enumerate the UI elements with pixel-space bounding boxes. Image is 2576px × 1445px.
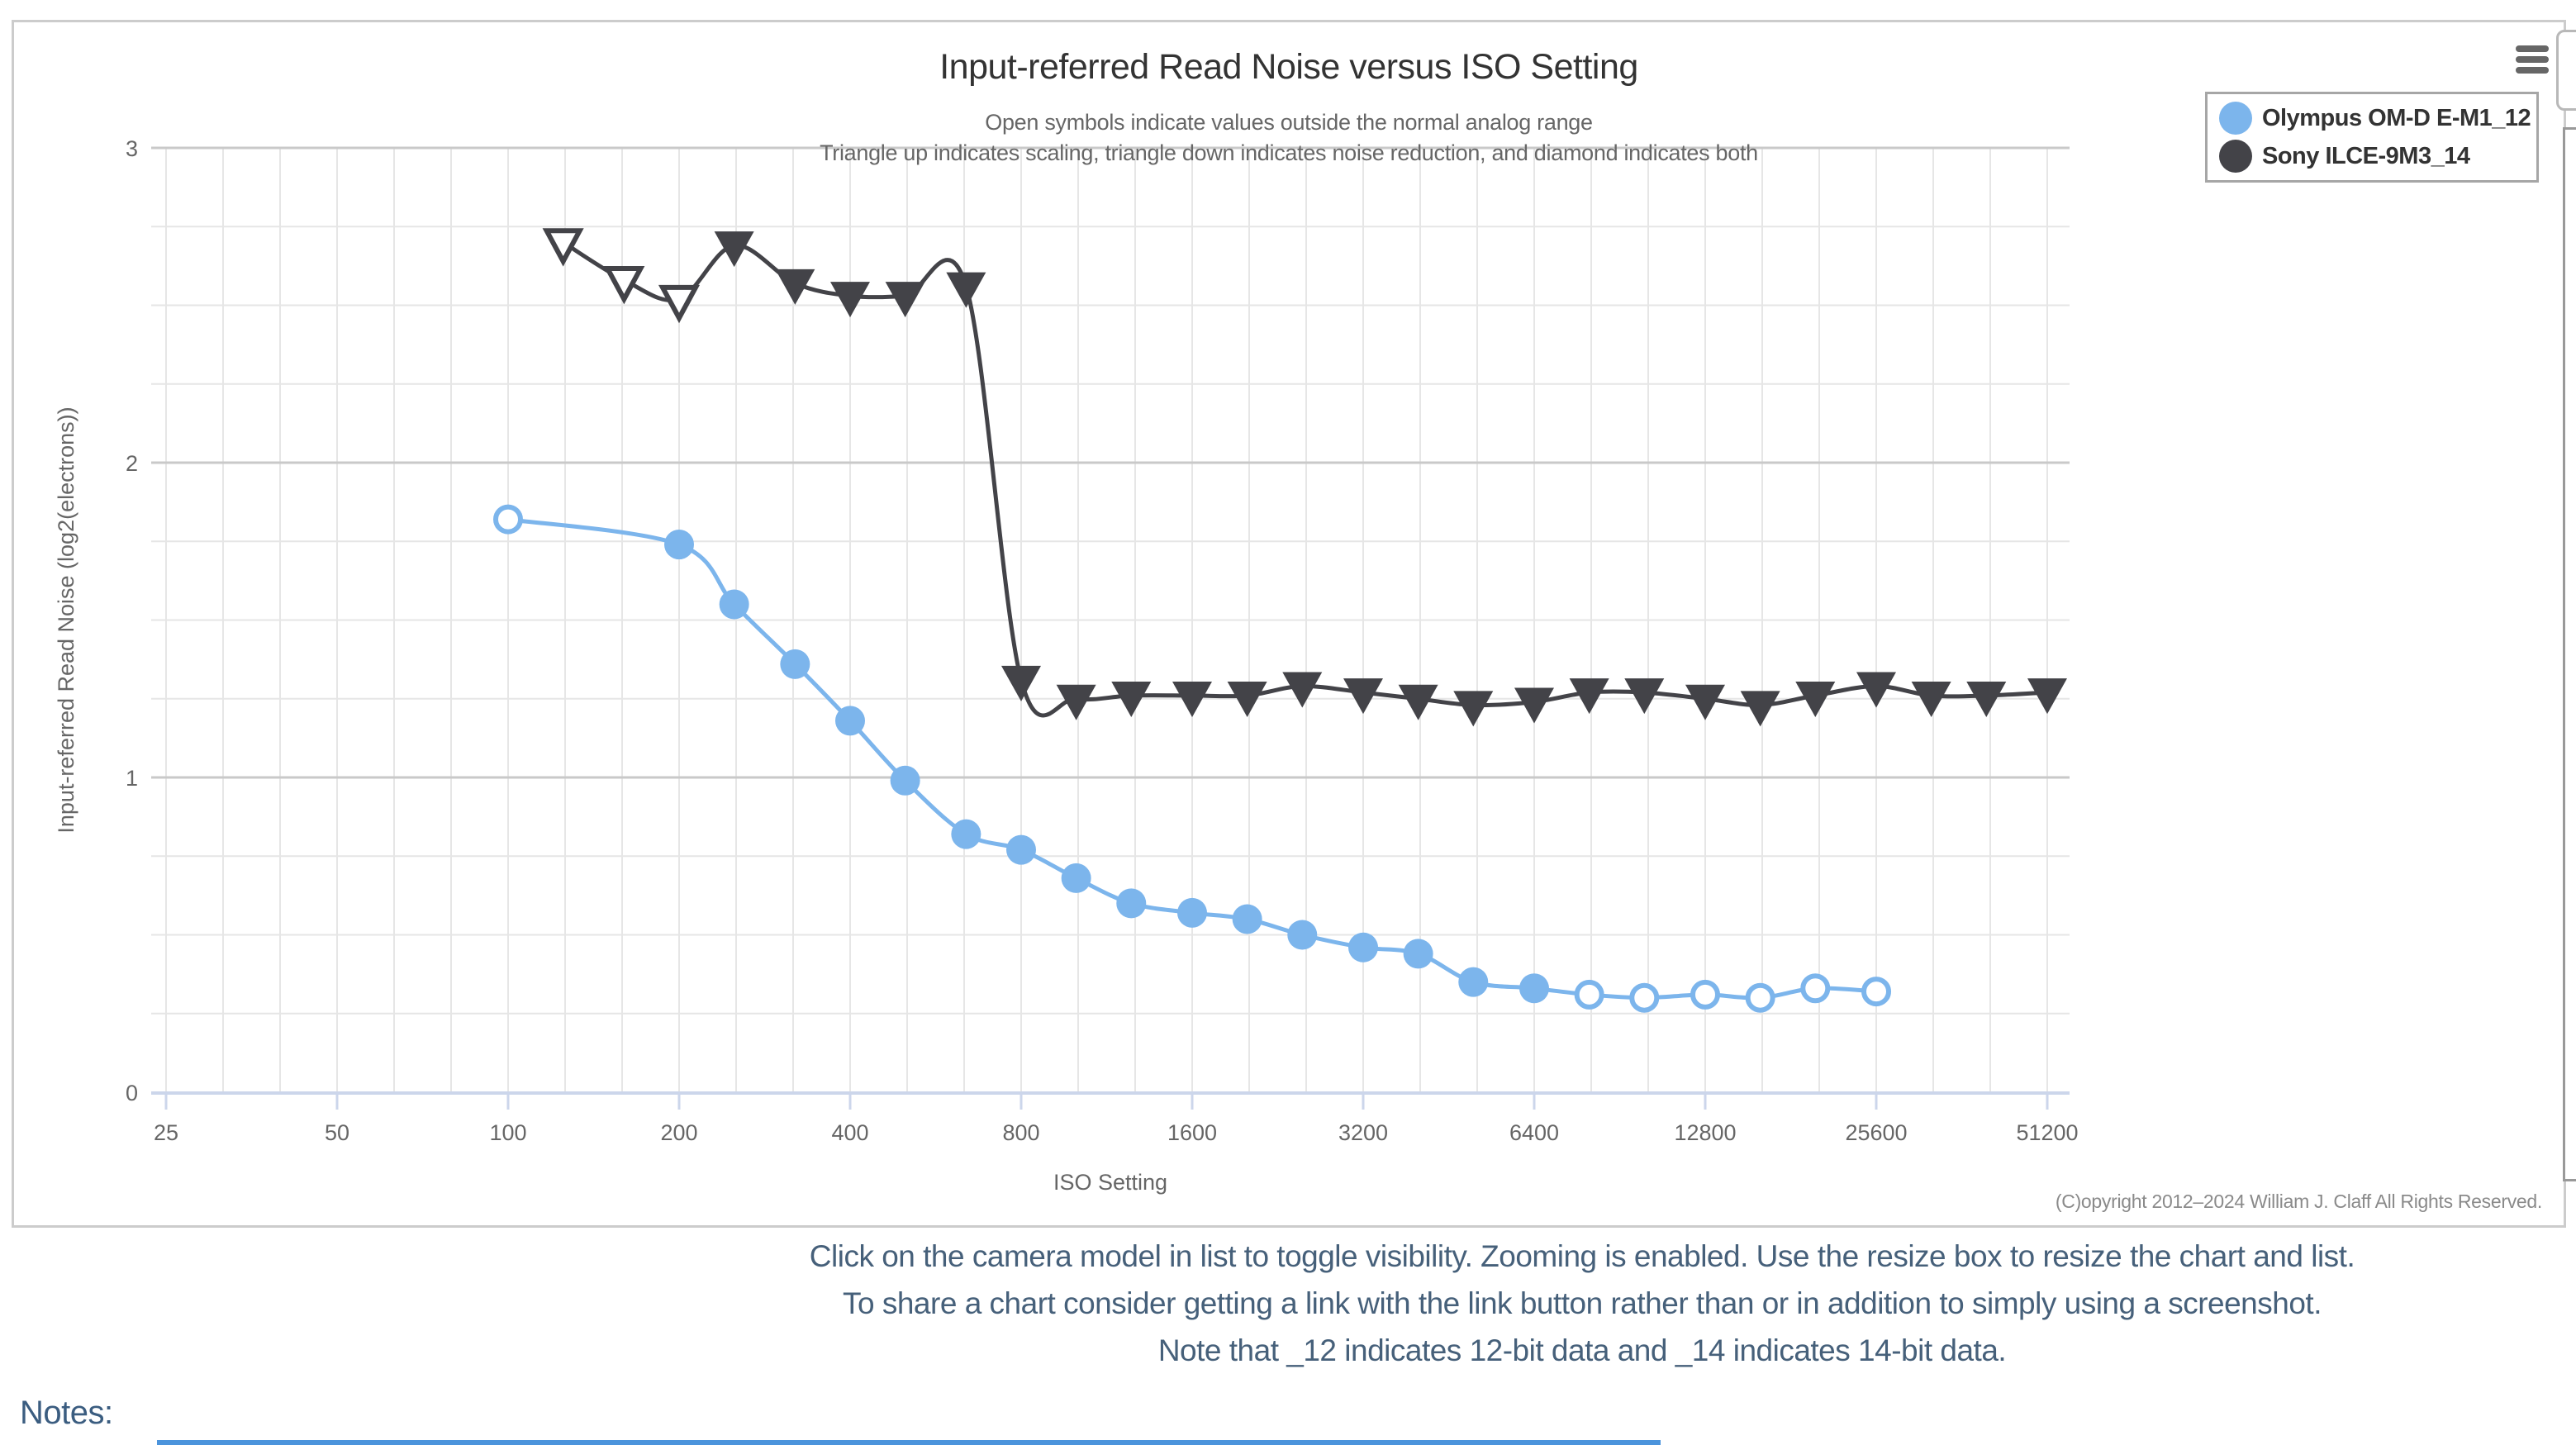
data-point-circle-open[interactable] [1690, 979, 1720, 1010]
x-tick-label: 800 [1002, 1120, 1039, 1145]
data-point-circle[interactable] [1403, 939, 1433, 969]
x-axis-title: ISO Setting [1053, 1170, 1167, 1195]
x-tick-label: 51200 [2016, 1120, 2078, 1145]
data-point-circle[interactable] [1348, 932, 1378, 963]
hamburger-icon [2516, 45, 2549, 52]
data-point-circle-open[interactable] [1745, 982, 1775, 1013]
data-point-triangle-down-open[interactable] [603, 266, 645, 305]
data-point-triangle-down[interactable] [1001, 665, 1041, 701]
data-point-circle[interactable] [1061, 863, 1091, 893]
data-point-circle-open[interactable] [1800, 973, 1831, 1004]
data-point-triangle-down[interactable] [1227, 681, 1267, 717]
y-axis-title: Input-referred Read Noise (log2(electron… [54, 406, 78, 833]
data-point-triangle-down[interactable] [1111, 681, 1152, 717]
legend-item-sony[interactable]: Sony ILCE-9M3_14 [2219, 140, 2536, 173]
data-point-triangle-down[interactable] [1740, 691, 1780, 727]
data-point-triangle-down[interactable] [885, 282, 925, 318]
data-point-circle[interactable] [664, 530, 694, 560]
x-tick-label: 12800 [1674, 1120, 1736, 1145]
y-tick-label: 1 [126, 766, 138, 791]
legend-label: Sony ILCE-9M3_14 [2262, 142, 2470, 169]
y-tick-label: 2 [126, 451, 138, 476]
data-point-triangle-down[interactable] [1056, 684, 1096, 720]
data-point-circle[interactable] [890, 765, 920, 796]
data-point-circle[interactable] [1177, 897, 1207, 928]
data-point-circle-open[interactable] [493, 504, 523, 535]
legend-marker-circle-blue [2219, 102, 2252, 135]
x-tick-label: 25 [154, 1120, 178, 1145]
x-tick-label: 200 [660, 1120, 697, 1145]
data-point-circle[interactable] [780, 649, 810, 679]
data-point-triangle-down[interactable] [1911, 681, 1951, 717]
chart-container: 25 50 100 200 400 800 1600 3200 6400 12800 25600 51… [12, 20, 2566, 1228]
data-point-circle-open[interactable] [1629, 982, 1660, 1013]
data-point-circle[interactable] [1287, 920, 1318, 950]
chart-title: Input-referred Read Noise versus ISO Set… [939, 47, 1638, 87]
data-point-circle-open[interactable] [1861, 977, 1891, 1007]
data-point-circle-open[interactable] [1574, 979, 1604, 1010]
chart-subtitle-line2: Triangle up indicates scaling, triangle … [820, 140, 1758, 165]
x-tick-label: 3200 [1338, 1120, 1388, 1145]
x-tick-label: 1600 [1167, 1120, 1217, 1145]
data-point-triangle-down[interactable] [1569, 678, 1609, 715]
data-point-circle[interactable] [1232, 904, 1262, 934]
data-point-triangle-down[interactable] [1172, 681, 1212, 717]
x-tick-label: 400 [831, 1120, 868, 1145]
data-point-triangle-down-open[interactable] [542, 228, 584, 267]
notes-heading: Notes: [20, 1395, 113, 1431]
data-point-circle[interactable] [835, 706, 865, 736]
data-point-triangle-down[interactable] [946, 272, 986, 308]
notes-textarea-top-edge[interactable] [157, 1440, 1661, 1445]
hamburger-icon [2516, 67, 2549, 74]
data-point-circle[interactable] [1458, 967, 1489, 997]
data-point-circle[interactable] [1006, 834, 1036, 865]
data-point-triangle-down[interactable] [1795, 681, 1836, 717]
data-point-triangle-down[interactable] [714, 231, 754, 268]
y-tick-label: 3 [126, 136, 138, 161]
data-point-triangle-down[interactable] [1282, 672, 1323, 708]
resize-box[interactable] [2556, 30, 2576, 111]
data-point-triangle-down[interactable] [1624, 678, 1665, 715]
legend-item-olympus[interactable]: Olympus OM-D E-M1_12 [2219, 102, 2536, 135]
footer-instructions: Click on the camera model in list to tog… [587, 1233, 2576, 1374]
camera-model-list[interactable] [2563, 127, 2576, 1181]
legend-marker-circle-dark [2219, 140, 2252, 173]
data-point-circle[interactable] [719, 589, 749, 620]
plot-area[interactable]: 25 50 100 200 400 800 1600 3200 6400 12800 25600 51… [14, 22, 2569, 1230]
legend-label: Olympus OM-D E-M1_12 [2262, 104, 2531, 131]
data-point-circle[interactable] [951, 819, 981, 849]
data-point-triangle-down[interactable] [1685, 684, 1725, 720]
series-line [562, 240, 2048, 718]
footer-line-3: Note that _12 indicates 12-bit data and … [1157, 1333, 2007, 1367]
data-point-triangle-down[interactable] [1514, 687, 1554, 724]
data-point-triangle-down[interactable] [1453, 691, 1494, 727]
legend: Olympus OM-D E-M1_12 Sony ILCE-9M3_14 [2205, 92, 2539, 183]
copyright-text: (C)opyright 2012–2024 William J. Claff A… [2055, 1191, 2542, 1212]
y-tick-label: 0 [126, 1081, 138, 1105]
data-point-triangle-down[interactable] [775, 269, 815, 305]
data-point-triangle-down[interactable] [2027, 678, 2067, 715]
data-point-circle[interactable] [1116, 888, 1147, 919]
x-tick-label: 50 [325, 1120, 349, 1145]
data-point-triangle-down[interactable] [830, 282, 870, 318]
data-point-triangle-down[interactable] [1966, 681, 2007, 717]
data-point-circle[interactable] [1519, 973, 1549, 1004]
data-point-triangle-down[interactable] [1343, 678, 1383, 715]
data-point-triangle-down-open[interactable] [658, 284, 701, 324]
footer-line-2: To share a chart consider getting a link… [843, 1286, 2322, 1320]
hamburger-icon [2516, 56, 2549, 63]
x-tick-label: 100 [489, 1120, 526, 1145]
data-point-triangle-down[interactable] [1398, 684, 1438, 720]
x-tick-label: 25600 [1845, 1120, 1907, 1145]
data-point-triangle-down[interactable] [1856, 672, 1896, 708]
chart-menu-button[interactable] [2516, 45, 2549, 78]
footer-line-1: Click on the camera model in list to tog… [809, 1239, 2355, 1273]
chart-subtitle-line1: Open symbols indicate values outside the… [985, 110, 1593, 135]
x-tick-label: 6400 [1509, 1120, 1559, 1145]
